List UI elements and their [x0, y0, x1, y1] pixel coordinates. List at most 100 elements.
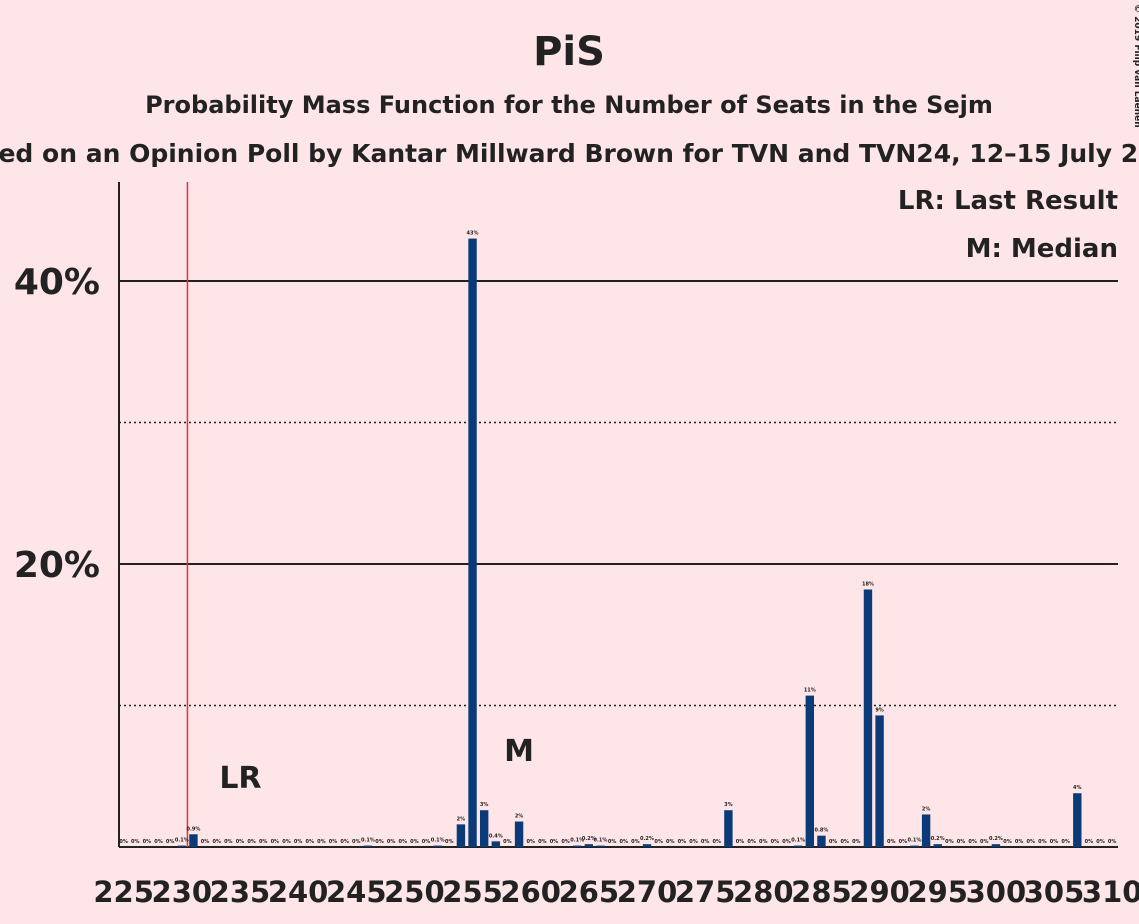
value-label: 0% [631, 839, 640, 845]
value-label: 0% [619, 839, 628, 845]
value-label: 0% [968, 839, 977, 845]
x-tick-label: 270 [617, 875, 678, 909]
x-tick-label: 280 [733, 875, 794, 909]
chart-subtitle: Probability Mass Function for the Number… [145, 91, 993, 119]
value-label: 0% [1015, 839, 1024, 845]
value-label: 11% [804, 688, 816, 694]
legend-entry: LR: Last Result [898, 186, 1118, 216]
value-label: 0% [887, 839, 896, 845]
value-label: 0% [980, 839, 989, 845]
bar [468, 238, 477, 847]
value-label: 0% [1038, 839, 1047, 845]
value-label: 0.1% [594, 838, 608, 844]
value-label: 0% [1027, 839, 1036, 845]
bar [642, 844, 652, 847]
x-tick-label: 230 [152, 875, 213, 909]
value-label: 0% [840, 839, 849, 845]
x-tick-label: 245 [326, 875, 387, 909]
value-label: 3% [724, 802, 733, 808]
x-tick-label: 240 [268, 875, 329, 909]
x-tick-label: 225 [93, 875, 154, 909]
x-tick-label: 305 [1024, 875, 1085, 909]
value-label: 0% [608, 839, 617, 845]
x-tick-label: 260 [500, 875, 561, 909]
value-label: 0% [387, 839, 396, 845]
bar [573, 845, 582, 847]
value-label: 0.2% [931, 836, 945, 842]
value-label: 0% [561, 839, 570, 845]
x-tick-label: 275 [675, 875, 736, 909]
bar [875, 715, 884, 847]
bar [514, 821, 524, 847]
value-label: 0% [852, 839, 861, 845]
bar [1073, 793, 1082, 847]
value-label: 43% [467, 231, 479, 237]
value-label: 2% [515, 814, 524, 820]
value-label: 0.2% [989, 836, 1003, 842]
value-label: 0% [713, 839, 722, 845]
bar [921, 814, 931, 847]
value-label: 0% [945, 839, 954, 845]
value-label: 9% [875, 707, 884, 713]
bar [584, 844, 594, 847]
bar [724, 810, 733, 847]
bar [863, 589, 873, 847]
bar [491, 841, 501, 847]
copyright: © 2019 Filip van Laenen [1132, 4, 1139, 128]
bar [817, 835, 826, 847]
value-label: 0.8% [815, 828, 829, 834]
value-label: 0% [678, 839, 687, 845]
value-label: 0% [236, 839, 245, 845]
value-label: 0% [503, 839, 512, 845]
median-label: M [504, 734, 534, 769]
value-label: 0% [538, 839, 547, 845]
value-label: 0% [131, 839, 140, 845]
value-label: 0% [352, 839, 361, 845]
value-label: 0% [1085, 839, 1094, 845]
value-label: 0% [410, 839, 419, 845]
value-label: 2% [457, 816, 466, 822]
value-label: 0% [526, 839, 535, 845]
x-tick-label: 235 [210, 875, 271, 909]
value-label: 0% [1061, 839, 1070, 845]
value-label: 0% [701, 839, 710, 845]
value-label: 0% [689, 839, 698, 845]
x-tick-label: 295 [907, 875, 968, 909]
value-label: 0% [445, 839, 454, 845]
bar [910, 845, 919, 847]
value-label: 0% [782, 839, 791, 845]
last-result-label: LR [219, 761, 261, 796]
value-label: 0% [119, 839, 128, 845]
value-label: 0.9% [186, 826, 200, 832]
value-label: 0.4% [489, 833, 503, 839]
value-label: 0% [1050, 839, 1059, 845]
value-label: 0% [759, 839, 768, 845]
value-label: 0.1% [431, 838, 445, 844]
x-tick-label: 285 [791, 875, 852, 909]
value-label: 0% [399, 839, 408, 845]
value-label: 0% [550, 839, 559, 845]
x-tick-label: 310 [1082, 875, 1139, 909]
bar [479, 810, 489, 847]
value-label: 0% [957, 839, 966, 845]
bar [805, 695, 815, 847]
bar [456, 824, 466, 847]
value-label: 0% [143, 839, 152, 845]
value-label: 0% [1003, 839, 1012, 845]
value-label: 0% [224, 839, 233, 845]
value-label: 0% [282, 839, 291, 845]
value-label: 0.1% [361, 838, 375, 844]
legend-entry: M: Median [966, 234, 1118, 264]
value-label: 0% [329, 839, 338, 845]
bar [363, 845, 373, 847]
chart-title: PiS [533, 29, 605, 75]
bar [189, 834, 198, 847]
bar [433, 845, 442, 847]
value-label: 0% [294, 839, 303, 845]
value-label: 0% [422, 839, 431, 845]
value-label: 0% [201, 839, 210, 845]
x-tick-label: 290 [849, 875, 910, 909]
bar [991, 844, 1001, 847]
